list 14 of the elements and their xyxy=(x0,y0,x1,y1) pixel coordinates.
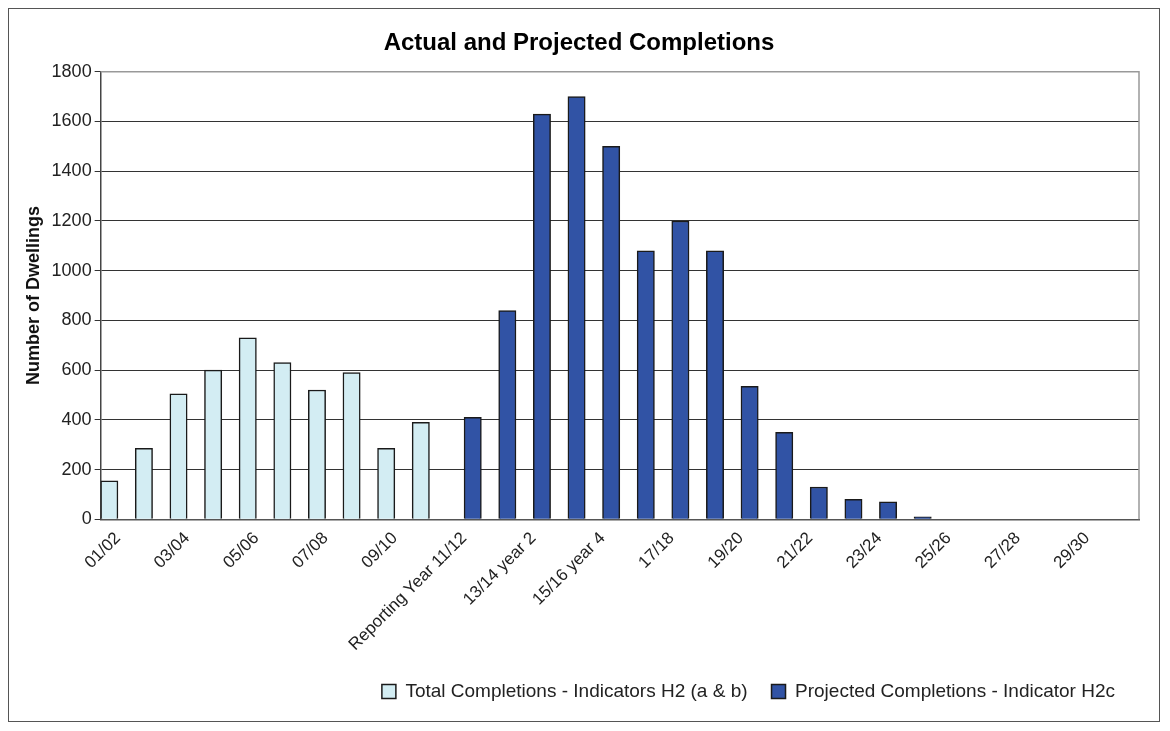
y-tick-label: 400 xyxy=(61,408,92,429)
y-tick-label: 1600 xyxy=(51,110,92,131)
y-tick-label: 200 xyxy=(61,458,92,479)
y-tick-label: 1200 xyxy=(51,209,92,230)
chart-title: Actual and Projected Completions xyxy=(383,28,775,56)
y-tick-label: 1000 xyxy=(51,259,92,280)
y-tick-label: 0 xyxy=(81,508,92,529)
legend-label: Total Completions - Indicators H2 (a & b) xyxy=(405,679,748,701)
y-tick-label: 800 xyxy=(61,309,92,330)
y-tick-label: 600 xyxy=(61,359,92,380)
legend-label: Projected Completions - Indicator H2c xyxy=(795,679,1116,701)
y-tick-label: 1400 xyxy=(51,160,92,181)
y-axis-title: Number of Dwellings xyxy=(22,206,43,386)
y-tick-label: 1800 xyxy=(51,60,92,81)
